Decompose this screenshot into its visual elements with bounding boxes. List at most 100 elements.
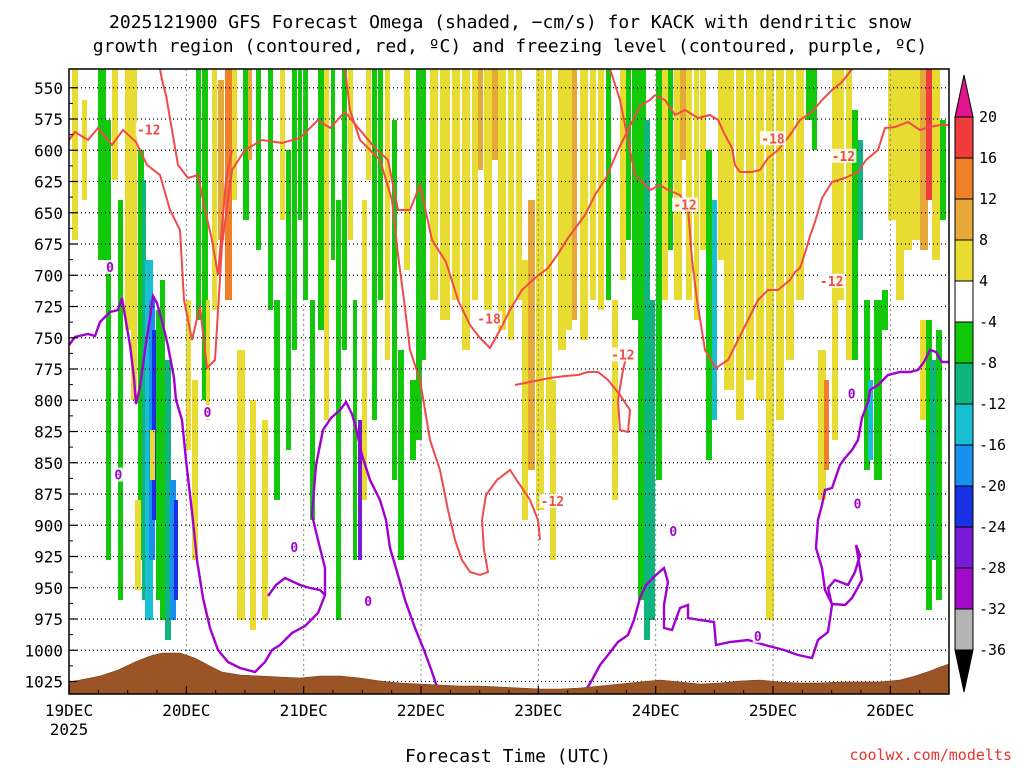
omega-cell-6 [125, 69, 131, 330]
freezing-contour-label-8: 0 [854, 497, 862, 512]
y-tick-label-1025: 1025 [24, 673, 63, 692]
omega-cell-111 [806, 69, 812, 120]
omega-cell-21 [192, 380, 198, 560]
omega-cell-108 [776, 69, 784, 420]
omega-cell-129 [926, 69, 934, 200]
omega-cell-115 [832, 69, 838, 440]
omega-cell-127 [912, 69, 920, 240]
dgz-contour-label-2: -12 [611, 349, 634, 364]
dgz-contour-minus12-main [69, 94, 656, 371]
omega-cell-50 [358, 420, 362, 560]
contour-labels: -12 -18 -12 -12 -12 -18 -12 -12 0 0 0 0 0 0 0 0 0 [105, 122, 863, 645]
omega-cell-97 [686, 69, 692, 300]
y-tick-label-925: 925 [34, 548, 63, 567]
omega-cell-8 [138, 150, 144, 560]
omega-cell-119 [858, 140, 863, 240]
omega-cell-78 [558, 69, 566, 350]
omega-cell-24 [206, 300, 210, 420]
y-tick-label-625: 625 [34, 173, 63, 192]
omega-cell-61 [421, 69, 426, 360]
dgz-contour-label-6: -12 [820, 275, 843, 290]
omega-cell-0 [72, 69, 78, 240]
omega-cell-84 [606, 69, 611, 300]
omega-cell-88 [632, 69, 638, 320]
dgz-contour-label-0: -12 [137, 124, 160, 139]
omega-cell-40 [298, 69, 302, 220]
freezing-contour-label-0: 0 [106, 261, 114, 276]
freezing-contour-label-2: 0 [114, 469, 122, 484]
y-tick-label-725: 725 [34, 298, 63, 317]
freezing-contour-label-3: 0 [290, 541, 298, 556]
colorbar-bin--28-to--32 [954, 567, 974, 610]
omega-cell-23 [202, 69, 208, 400]
omega-cell-42 [310, 300, 315, 520]
omega-cell-63 [440, 69, 450, 320]
x-tick-label-7: 26DEC [866, 701, 914, 720]
omega-cell-120 [864, 300, 870, 470]
omega-cell-59 [410, 380, 416, 460]
dgz-contour-label-bg-5 [760, 131, 786, 146]
omega-cell-93 [662, 69, 668, 300]
omega-cell-48 [348, 69, 353, 240]
dgz-contour-minus12-drop [159, 69, 233, 276]
x-tick-label-1: 20DEC [162, 701, 210, 720]
freezing-contour-label-bg-0 [105, 260, 116, 274]
colorbar-bin--32-to--36 [954, 608, 974, 651]
omega-cell-15 [165, 360, 171, 640]
omega-cell-82 [590, 69, 596, 300]
colorbar-label--36: -36 [979, 641, 1006, 659]
freezing-contour-right [584, 348, 949, 691]
omega-cell-25 [212, 69, 217, 310]
colorbar-bin--16-to--20 [954, 444, 974, 487]
omega-cell-100 [706, 150, 712, 460]
omega-cell-92 [656, 69, 662, 480]
omega-cell-105 [746, 69, 754, 380]
freezing-contour-label-bg-8 [852, 496, 863, 511]
omega-cell-125 [896, 69, 904, 300]
dgz-contour-label-bg-6 [818, 273, 845, 288]
omega-cell-135 [936, 330, 942, 600]
omega-cell-31 [248, 69, 252, 160]
y-tick-label-550: 550 [34, 79, 63, 98]
terrain [69, 652, 949, 694]
omega-cell-43 [318, 69, 324, 330]
x-axis-label: Forecast Time (UTC) [405, 746, 611, 767]
omega-cell-33 [256, 69, 261, 250]
omega-cell-132 [920, 320, 928, 420]
omega-cell-72 [516, 69, 522, 300]
omega-cell-60 [416, 69, 422, 440]
colorbar-bin--24-to--28 [954, 526, 974, 569]
omega-cell-134 [930, 360, 936, 560]
freezing-contour-label-6: 0 [754, 630, 762, 645]
x-tick-label-2: 21DEC [280, 701, 328, 720]
omega-cell-114 [824, 380, 829, 470]
dgz-contour-label-bg-1 [476, 311, 503, 326]
omega-cell-2 [98, 69, 106, 260]
omega-cell-34 [262, 420, 268, 620]
omega-cell-117 [846, 69, 852, 360]
omega-cell-123 [882, 290, 888, 330]
omega-cell-54 [378, 69, 383, 300]
omega-cell-91 [650, 300, 655, 620]
colorbar-label--24: -24 [979, 518, 1006, 536]
colorbar-bin--8-to--12 [954, 362, 974, 405]
y-tick-label-825: 825 [34, 423, 63, 442]
dgz-contour-label-bg-3 [539, 493, 566, 508]
colorbar-bin-8-to-4 [954, 239, 974, 282]
omega-cell-107 [766, 69, 774, 620]
dgz-contour-label-4: -12 [673, 199, 696, 214]
y-tick-label-875: 875 [34, 485, 63, 504]
y-tick-label-650: 650 [34, 204, 63, 223]
y-axis: 550 575 600 625 650 675 700 725 750 775 800 825 850 8… [24, 79, 77, 692]
omega-cell-37 [280, 69, 285, 220]
colorbar-label--8: -8 [979, 354, 997, 372]
omega-cell-87 [626, 69, 631, 240]
colorbar-bin--12-to--16 [954, 403, 974, 446]
omega-cell-130 [932, 69, 940, 260]
omega-cell-106 [756, 69, 764, 400]
omega-cell-83 [598, 69, 604, 310]
colorbar-label--20: -20 [979, 477, 1006, 495]
colorbar-label-20: 20 [979, 108, 997, 126]
colorbar-bin--4-to--8 [954, 321, 974, 364]
omega-cell-118 [852, 110, 858, 360]
